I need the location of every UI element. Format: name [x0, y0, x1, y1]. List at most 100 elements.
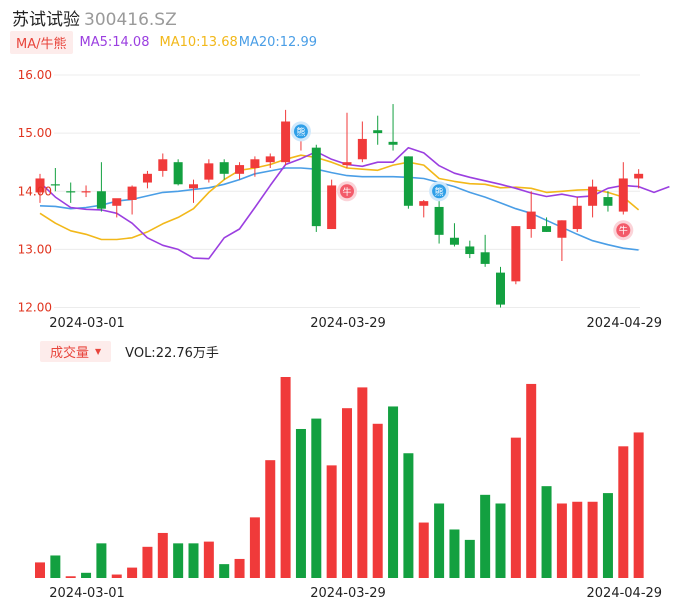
volume-bar: [157, 532, 168, 578]
bull-marker: [340, 184, 354, 199]
candle-body: [557, 220, 567, 238]
y-tick-label: 14.00: [18, 184, 52, 198]
candle-body: [419, 201, 429, 206]
date-axis-price: 2024-03-01 2024-03-29 2024-04-29: [49, 316, 662, 331]
ma-indicator-button[interactable]: MA/牛熊: [10, 30, 73, 54]
volume-bar: [587, 501, 598, 578]
date-tick-label: 2024-03-29: [310, 586, 386, 601]
volume-bar: [249, 517, 260, 578]
candle-body: [189, 184, 198, 189]
candle-body: [112, 198, 122, 206]
volume-bar: [495, 503, 506, 578]
candle-body: [526, 211, 536, 230]
volume-bar: [81, 572, 92, 578]
volume-value-label: VOL:22.76万手: [125, 346, 219, 361]
candle-body: [342, 162, 352, 166]
ma5-label: MA5:14.08: [79, 34, 150, 50]
ma10-line: [39, 154, 640, 241]
volume-bar: [265, 460, 276, 578]
date-tick-label: 2024-03-01: [49, 316, 125, 331]
candle-body: [311, 147, 321, 227]
volume-bar: [127, 567, 138, 578]
y-tick-label: 12.00: [18, 301, 52, 315]
ma-legend: MA/牛熊 MA5:14.08 MA10:13.68 MA20:12.99: [10, 30, 317, 54]
volume-legend: 成交量 ▼ VOL:22.76万手: [40, 341, 219, 362]
volume-bar: [464, 539, 475, 578]
volume-bar: [357, 387, 368, 578]
ma20-line: [39, 167, 639, 251]
bear-marker-label: 熊: [435, 186, 444, 198]
candle-body: [173, 162, 183, 185]
stock-name: 苏试试验: [12, 10, 80, 30]
price-axis: 16.00 15.00 14.00 13.00 12.00: [18, 68, 52, 315]
volume-bar: [388, 406, 399, 578]
candle-body: [66, 191, 76, 193]
y-tick-label: 15.00: [18, 126, 52, 140]
volume-bar: [403, 453, 414, 578]
volume-bar: [418, 522, 429, 578]
candle-body: [250, 159, 260, 168]
candle-body: [235, 165, 245, 174]
volume-bar: [434, 503, 445, 578]
candle-body: [357, 138, 367, 160]
volume-bar: [280, 377, 291, 578]
volume-bar: [510, 437, 521, 578]
candle-body: [388, 141, 398, 145]
volume-bar: [96, 543, 107, 578]
candle-body: [434, 206, 444, 235]
volume-bar: [372, 423, 383, 578]
stock-title: 苏试试验 300416.SZ: [12, 5, 177, 30]
candle-body: [142, 173, 152, 183]
bear-marker: [293, 124, 308, 139]
volume-bar: [449, 529, 460, 578]
candle-body: [480, 252, 490, 264]
volume-bar: [173, 543, 184, 578]
candlestick-series: [35, 104, 644, 308]
candle-body: [96, 191, 106, 209]
stock-code: 300416.SZ: [84, 10, 177, 30]
candle-body: [81, 191, 91, 193]
caret-down-icon: ▼: [95, 347, 102, 356]
candle-body: [373, 130, 383, 134]
date-tick-label: 2024-04-29: [587, 316, 663, 331]
volume-bar: [526, 383, 537, 578]
candle-body: [35, 178, 45, 193]
volume-indicator-label: 成交量: [50, 346, 90, 361]
volume-bar: [65, 576, 76, 578]
volume-bar: [188, 543, 199, 578]
signal-markers: 熊牛 熊牛: [290, 121, 634, 241]
bull-marker-label: 牛: [342, 186, 351, 198]
candle-body: [50, 184, 60, 186]
volume-bar: [618, 446, 629, 578]
volume-bar: [602, 493, 613, 578]
volume-bar: [342, 408, 352, 578]
candle-body: [204, 163, 214, 180]
volume-series: [35, 377, 644, 578]
volume-bar: [311, 418, 322, 578]
volume-bar: [556, 503, 567, 578]
bear-marker-label: 熊: [296, 126, 305, 138]
candle-body: [158, 159, 168, 171]
volume-bar: [326, 465, 337, 578]
y-tick-label: 16.00: [18, 68, 52, 82]
volume-bar: [541, 486, 552, 578]
candle-body: [618, 178, 628, 212]
moving-average-lines: [39, 146, 670, 260]
date-tick-label: 2024-03-01: [49, 586, 125, 601]
volume-indicator-button[interactable]: 成交量 ▼: [40, 341, 112, 362]
volume-bar: [633, 432, 644, 578]
candle-body: [511, 226, 521, 282]
candle-body: [542, 226, 552, 232]
volume-bar: [35, 562, 45, 578]
candle-body: [127, 186, 137, 200]
volume-bar: [219, 564, 230, 578]
volume-bar: [50, 555, 61, 578]
volume-bar: [572, 501, 583, 578]
bull-marker: [616, 223, 631, 238]
candle-body: [496, 272, 505, 305]
candle-body: [603, 197, 613, 206]
ma10-label: MA10:13.68: [159, 34, 238, 50]
volume-bar: [295, 428, 306, 578]
date-tick-label: 2024-03-29: [310, 316, 386, 331]
